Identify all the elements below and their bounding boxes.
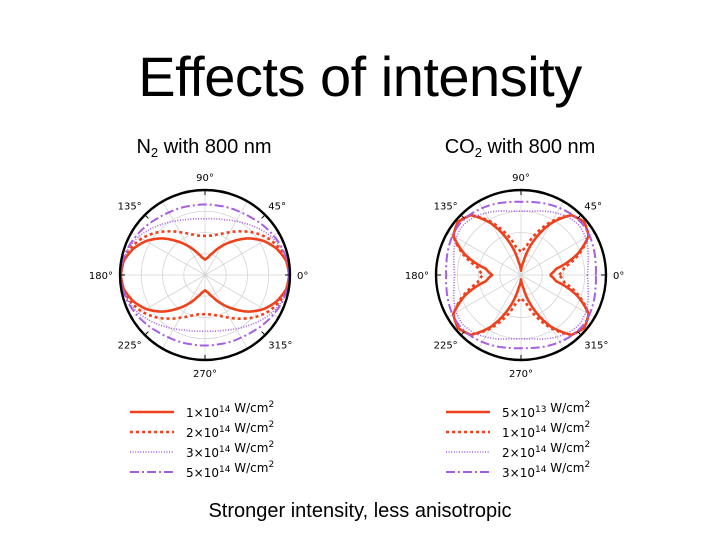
legend-label-1: 2×1014 W/cm2 bbox=[186, 420, 274, 440]
grid-spoke bbox=[447, 274, 522, 318]
angle-tick bbox=[144, 331, 149, 336]
angle-tick bbox=[577, 331, 582, 336]
angle-label: 315° bbox=[268, 340, 292, 351]
angle-label: 135° bbox=[434, 202, 458, 213]
legend-label-3: 5×1014 W/cm2 bbox=[186, 460, 274, 480]
legend-label-0: 1×1014 W/cm2 bbox=[186, 400, 274, 420]
angle-label: 225° bbox=[118, 340, 142, 351]
grid-spoke bbox=[520, 232, 595, 276]
chart-title-co2-prefix: CO bbox=[444, 136, 475, 158]
angle-label: 0° bbox=[613, 271, 624, 282]
angle-tick bbox=[460, 331, 465, 336]
legend-label-2: 3×1014 W/cm2 bbox=[186, 440, 274, 460]
angle-label: 0° bbox=[297, 271, 308, 282]
grid-spoke bbox=[520, 201, 564, 276]
legend-label-1: 1×1014 W/cm2 bbox=[502, 420, 590, 440]
chart-title-co2: CO2 with 800 nm bbox=[370, 134, 670, 162]
series-line-2 bbox=[452, 210, 590, 340]
grid-spoke bbox=[162, 201, 206, 276]
grid-spoke bbox=[162, 274, 206, 349]
polar-chart-0: 0° 45° 90° 135° 180° 225° 270° 315° 1×1014 W/cm2… bbox=[89, 173, 308, 480]
grid-spoke bbox=[131, 232, 206, 276]
angle-label: 315° bbox=[584, 340, 608, 351]
angle-label: 225° bbox=[434, 340, 458, 351]
series-line-3 bbox=[445, 200, 597, 350]
angle-label: 135° bbox=[118, 202, 142, 213]
grid-spoke bbox=[520, 274, 564, 349]
slide-footer: Stronger intensity, less anisotropic bbox=[208, 500, 512, 522]
angle-label: 90° bbox=[512, 173, 530, 184]
grid-spoke bbox=[204, 232, 279, 276]
grid-spoke bbox=[131, 274, 206, 318]
series-line-2 bbox=[120, 217, 290, 333]
angle-tick bbox=[144, 214, 149, 219]
angle-label: 180° bbox=[405, 271, 429, 282]
chart-title-n2-suffix: with 800 nm bbox=[158, 136, 272, 158]
angle-label: 45° bbox=[268, 202, 286, 213]
legend-label-2: 2×1014 W/cm2 bbox=[502, 440, 590, 460]
angle-label: 270° bbox=[193, 369, 217, 380]
series-line-0 bbox=[451, 213, 591, 337]
chart-title-n2: N2 with 800 nm bbox=[54, 134, 354, 162]
legend-label-0: 5×1013 W/cm2 bbox=[502, 400, 590, 420]
grid-spoke bbox=[204, 274, 279, 318]
angle-label: 180° bbox=[89, 271, 113, 282]
chart-title-co2-suffix: with 800 nm bbox=[481, 136, 596, 158]
grid-spoke bbox=[478, 274, 522, 349]
angle-label: 270° bbox=[509, 369, 533, 380]
chart-title-co2-subscript: 2 bbox=[474, 145, 482, 160]
polar-chart-1: 0° 45° 90° 135° 180° 225° 270° 315° 5×1013 W/cm2… bbox=[405, 173, 624, 480]
slide-title: Effects of intensity bbox=[138, 45, 582, 108]
grid-spoke bbox=[520, 274, 595, 318]
angle-tick bbox=[577, 214, 582, 219]
angle-tick bbox=[261, 331, 266, 336]
angle-tick bbox=[460, 214, 465, 219]
angle-label: 90° bbox=[196, 173, 214, 184]
legend-label-3: 3×1014 W/cm2 bbox=[502, 460, 590, 480]
series-line-1 bbox=[451, 213, 591, 337]
angle-label: 45° bbox=[584, 202, 602, 213]
grid-spoke bbox=[447, 232, 522, 276]
grid-spoke bbox=[204, 274, 248, 349]
grid-spoke bbox=[478, 201, 522, 276]
angle-tick bbox=[261, 214, 266, 219]
chart-title-n2-prefix: N bbox=[136, 136, 151, 158]
chart-title-n2-subscript: 2 bbox=[150, 145, 159, 160]
grid-spoke bbox=[204, 201, 248, 276]
